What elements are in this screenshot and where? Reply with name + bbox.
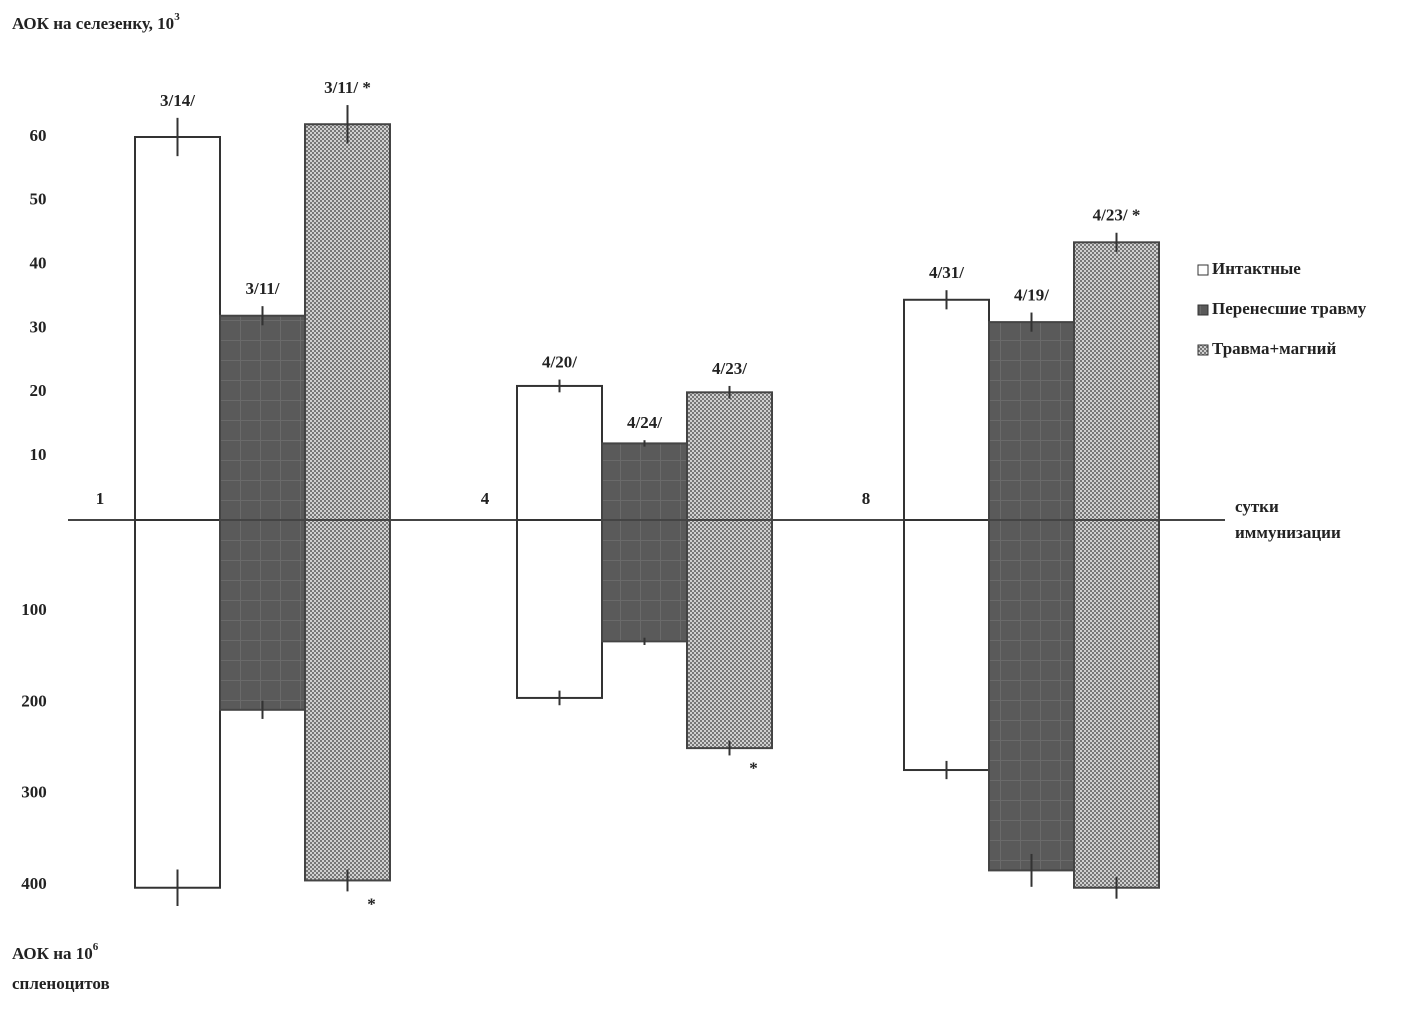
x-tick-label: 8 [862, 489, 871, 508]
y-tick-label: 60 [30, 126, 47, 145]
y-tick-label: 20 [30, 381, 47, 400]
bar-annotation: 4/20/ [542, 352, 577, 371]
bar-lower [903, 519, 990, 772]
bar-lower [134, 519, 221, 889]
bar-upper [219, 314, 306, 521]
bar-lower [1073, 519, 1160, 889]
bar-annotation: 3/14/ [160, 91, 195, 110]
legend-label: Интактные [1212, 259, 1301, 278]
x-axis-label-line2: иммунизации [1235, 523, 1341, 542]
bar-annotation: 4/24/ [627, 413, 662, 432]
bar-annotation: 4/23/ * [1093, 206, 1141, 225]
bar-note: * [367, 894, 376, 913]
legend-label: Травма+магний [1212, 339, 1336, 358]
bar-lower [304, 519, 391, 882]
y2-tick-label: 200 [21, 691, 47, 710]
y2-axis-label-exp: 6 [93, 941, 99, 953]
bar-lower [686, 519, 773, 750]
legend-label: Перенесшие травму [1212, 299, 1367, 318]
y-tick-label: 50 [30, 190, 47, 209]
bar-lower [516, 519, 603, 699]
bar-lower [988, 519, 1075, 872]
bar-note: * [749, 758, 758, 777]
x-axis-label: сутки [1235, 497, 1279, 516]
y2-tick-label: 300 [21, 783, 47, 802]
y2-tick-label: 100 [21, 600, 47, 619]
legend-swatch [1197, 344, 1209, 356]
bar-upper [903, 298, 990, 521]
bar-upper [601, 442, 688, 521]
legend-swatch [1197, 264, 1209, 276]
bar-lower [601, 519, 688, 643]
y2-axis-label-text: АОК на 10 [12, 944, 93, 963]
y-tick-label: 10 [30, 445, 47, 464]
y2-tick-label: 400 [21, 874, 47, 893]
y-tick-label: 30 [30, 317, 47, 336]
y2-axis-label: АОК на 106 [12, 941, 99, 963]
bar-upper [516, 384, 603, 522]
y-axis-label: АОК на селезенку, 103 [12, 11, 180, 33]
bar-upper [686, 391, 773, 522]
bar-annotation: 3/11/ [245, 279, 279, 298]
y2-axis-label-line2: спленоцитов [12, 974, 110, 993]
bar-upper [134, 136, 221, 521]
bar-annotation: 3/11/ * [324, 78, 371, 97]
bar-annotation: 4/31/ [929, 263, 964, 282]
y-tick-label: 40 [30, 254, 47, 273]
bar-annotation: 4/23/ [712, 359, 747, 378]
bar-upper [304, 123, 391, 521]
legend-swatch [1197, 304, 1209, 316]
bar-annotation: 4/19/ [1014, 285, 1049, 304]
x-tick-label: 1 [96, 489, 105, 508]
x-tick-label: 4 [481, 489, 490, 508]
bar-lower [219, 519, 306, 711]
bar-upper [988, 321, 1075, 521]
bar-upper [1073, 241, 1160, 521]
y-axis-label-exp: 3 [174, 11, 180, 23]
y-axis-label-text: АОК на селезенку, 10 [12, 14, 174, 33]
